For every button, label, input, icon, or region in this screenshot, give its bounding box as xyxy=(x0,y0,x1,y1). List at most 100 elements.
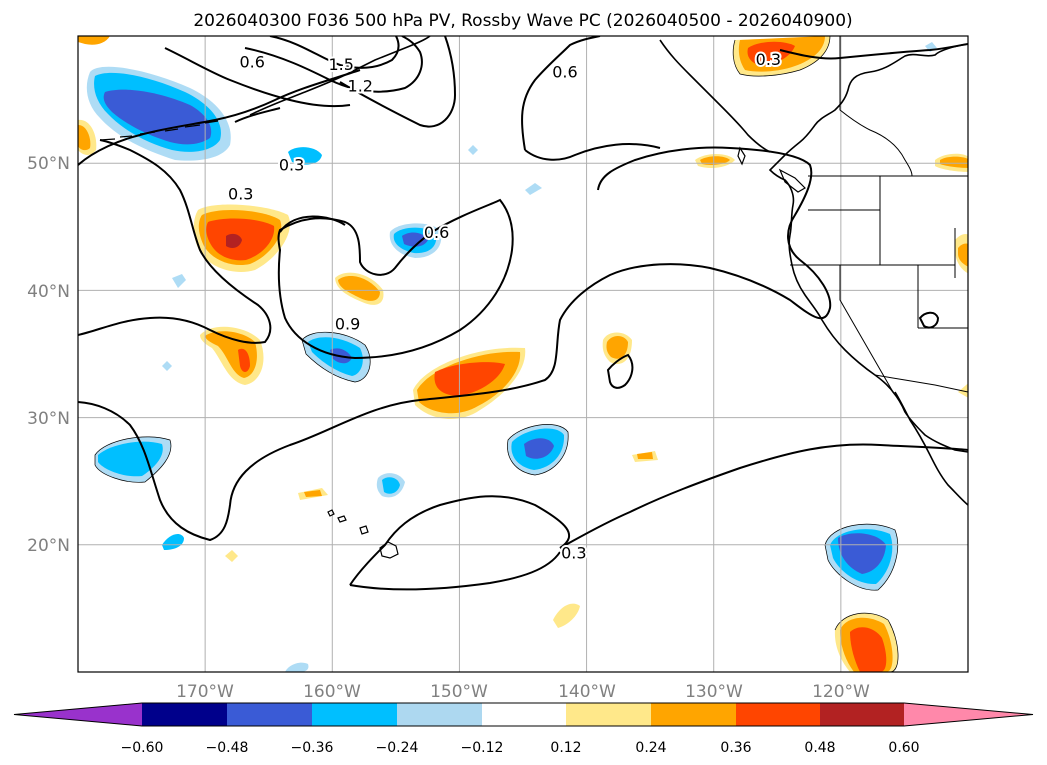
contour-0.6-alaska-return xyxy=(524,143,661,161)
colorbar-segment xyxy=(397,703,482,726)
negative-anomaly-173w-41n xyxy=(172,274,186,288)
positive-anomaly-142w-14n xyxy=(553,603,580,628)
colorbar-tick-label: −0.60 xyxy=(121,740,164,756)
contour-label: 1.2 xyxy=(348,77,373,96)
contour-label: 0.6 xyxy=(239,52,264,71)
vancouver-island xyxy=(778,168,806,193)
positive-anomaly-117w-13n-core xyxy=(850,627,887,672)
positive-anomaly-180w-59n xyxy=(78,36,110,45)
gridlines xyxy=(78,36,968,672)
colorbar-segment xyxy=(651,703,736,726)
positive-anomaly-110w-43n-core xyxy=(958,243,968,267)
contour-0.6-inner xyxy=(279,215,346,233)
positive-anomaly-164w-24n-core xyxy=(304,490,322,497)
oahu-island xyxy=(337,515,347,523)
contour-0.6-aleutian xyxy=(164,47,351,108)
positive-anomaly-gulf-of-alaska-core xyxy=(747,41,795,66)
contour-label: 0.3 xyxy=(228,185,253,204)
colorbar-segment xyxy=(820,703,904,726)
north-america-west-coast xyxy=(768,43,968,453)
haida-gwaii xyxy=(737,146,746,166)
lon-tick-label: 120°W xyxy=(812,682,870,702)
negative-anomaly-157w-25n-core xyxy=(382,477,400,494)
positive-anomaly-150w-33n-core xyxy=(434,362,505,396)
lat-tick-label: 30°N xyxy=(27,409,70,429)
positive-anomaly-137w-35n-core xyxy=(606,336,628,359)
contour-label: 0.3 xyxy=(561,543,586,562)
southeast-alaska xyxy=(659,39,771,153)
lat-tick-label: 40°N xyxy=(27,282,70,302)
contour-1.2 xyxy=(244,36,423,93)
contour-0.3-south-close xyxy=(349,551,561,591)
contour-label: 0.6 xyxy=(424,223,449,242)
positive-anomaly-168w-19n xyxy=(225,550,238,562)
colorbar-segment xyxy=(566,703,651,726)
us-mexico-border xyxy=(874,374,968,393)
colorbar-tick-label: 0.48 xyxy=(804,740,835,756)
colorbar-segment xyxy=(227,703,312,726)
colorbar-tick-label: −0.48 xyxy=(206,740,249,756)
contour-0.3-loop xyxy=(78,146,832,542)
contour-labels: 1.5 1.2 0.6 0.3 0.3 0.6 0.9 0.6 0.3 0.3 xyxy=(226,48,783,565)
negative-anomaly-148w-51n xyxy=(468,145,478,155)
anomaly-outline xyxy=(834,612,899,672)
map-frame xyxy=(77,35,969,673)
contour-0.3-southeast xyxy=(234,107,281,123)
colorbar-segment xyxy=(142,703,227,726)
kauai-island xyxy=(327,509,335,517)
colorbar-segment xyxy=(312,703,397,726)
colorbar-segment xyxy=(482,703,566,726)
pv-contour-lines xyxy=(78,36,968,591)
contour-label: 1.5 xyxy=(328,55,353,74)
lon-tick-label: 170°W xyxy=(176,682,234,702)
lat-tick-label: 50°N xyxy=(27,154,70,174)
contour-label: 0.3 xyxy=(279,155,304,174)
us-state-borders xyxy=(790,176,968,393)
contour-0.6-alaska xyxy=(521,36,601,151)
colorbar: −0.60 −0.48 −0.36 −0.24 −0.12 0.12 0.24 … xyxy=(13,702,1034,756)
map-title: 2026040300 F036 500 hPa PV, Rossby Wave … xyxy=(193,11,852,31)
anomaly-outline xyxy=(507,424,569,476)
lon-tick-label: 140°W xyxy=(558,682,616,702)
contour-0.9-loop xyxy=(339,36,457,128)
contour-label: 0.9 xyxy=(335,314,360,333)
aleutian-islands xyxy=(99,120,219,141)
colorbar-tick-label: −0.12 xyxy=(461,740,504,756)
negative-anomaly-173w-34n xyxy=(162,361,172,371)
alaska-peninsula xyxy=(249,36,431,116)
negative-anomaly-144w-27n-core xyxy=(524,438,554,459)
contour-0.9-aleutian xyxy=(78,69,361,166)
contour-0.6-outer xyxy=(277,198,514,360)
colorbar-segment xyxy=(904,703,1033,726)
hawaii-island xyxy=(379,541,399,559)
anomaly-outlines xyxy=(94,36,899,672)
negative-anomaly-166w-50n xyxy=(288,147,322,165)
negative-anomaly-118w-20n-core xyxy=(838,533,886,574)
positive-anomaly-111w-50n-core xyxy=(940,156,968,168)
coastlines xyxy=(249,36,968,506)
contour-1.5 xyxy=(269,36,400,69)
negative-anomaly-145w-49n xyxy=(525,183,542,195)
colorbar-outline xyxy=(13,702,1034,727)
positive-anomaly-135w-27n-core xyxy=(637,452,653,459)
contour-small-loop xyxy=(606,353,634,389)
contour-0.3-south xyxy=(349,443,968,586)
lat-tick-label: 20°N xyxy=(27,536,70,556)
colorbar-tick-label: 0.36 xyxy=(720,740,751,756)
contour-0.3-north xyxy=(78,139,272,344)
negative-anomaly-161w-10n xyxy=(285,662,309,672)
positive-anomaly-180w-52n-core xyxy=(78,124,91,151)
negative-anomaly-175w-27n-core xyxy=(98,441,163,477)
alaska-canada-border xyxy=(839,36,913,177)
negative-anomaly-152w-44n-core xyxy=(402,232,428,247)
contour-label: 0.3 xyxy=(756,50,781,69)
anomaly-outline xyxy=(732,36,831,77)
contour-east-coast xyxy=(918,311,940,329)
latitude-tick-labels: 20°N 30°N 40°N 50°N xyxy=(27,154,70,556)
political-borders xyxy=(790,36,968,393)
colorbar-segments xyxy=(13,702,1034,727)
colorbar-segment xyxy=(736,703,820,726)
positive-anomaly-168w-35n-core xyxy=(238,348,250,372)
longitude-tick-labels: 170°W 160°W 150°W 140°W 130°W 120°W xyxy=(176,682,870,702)
